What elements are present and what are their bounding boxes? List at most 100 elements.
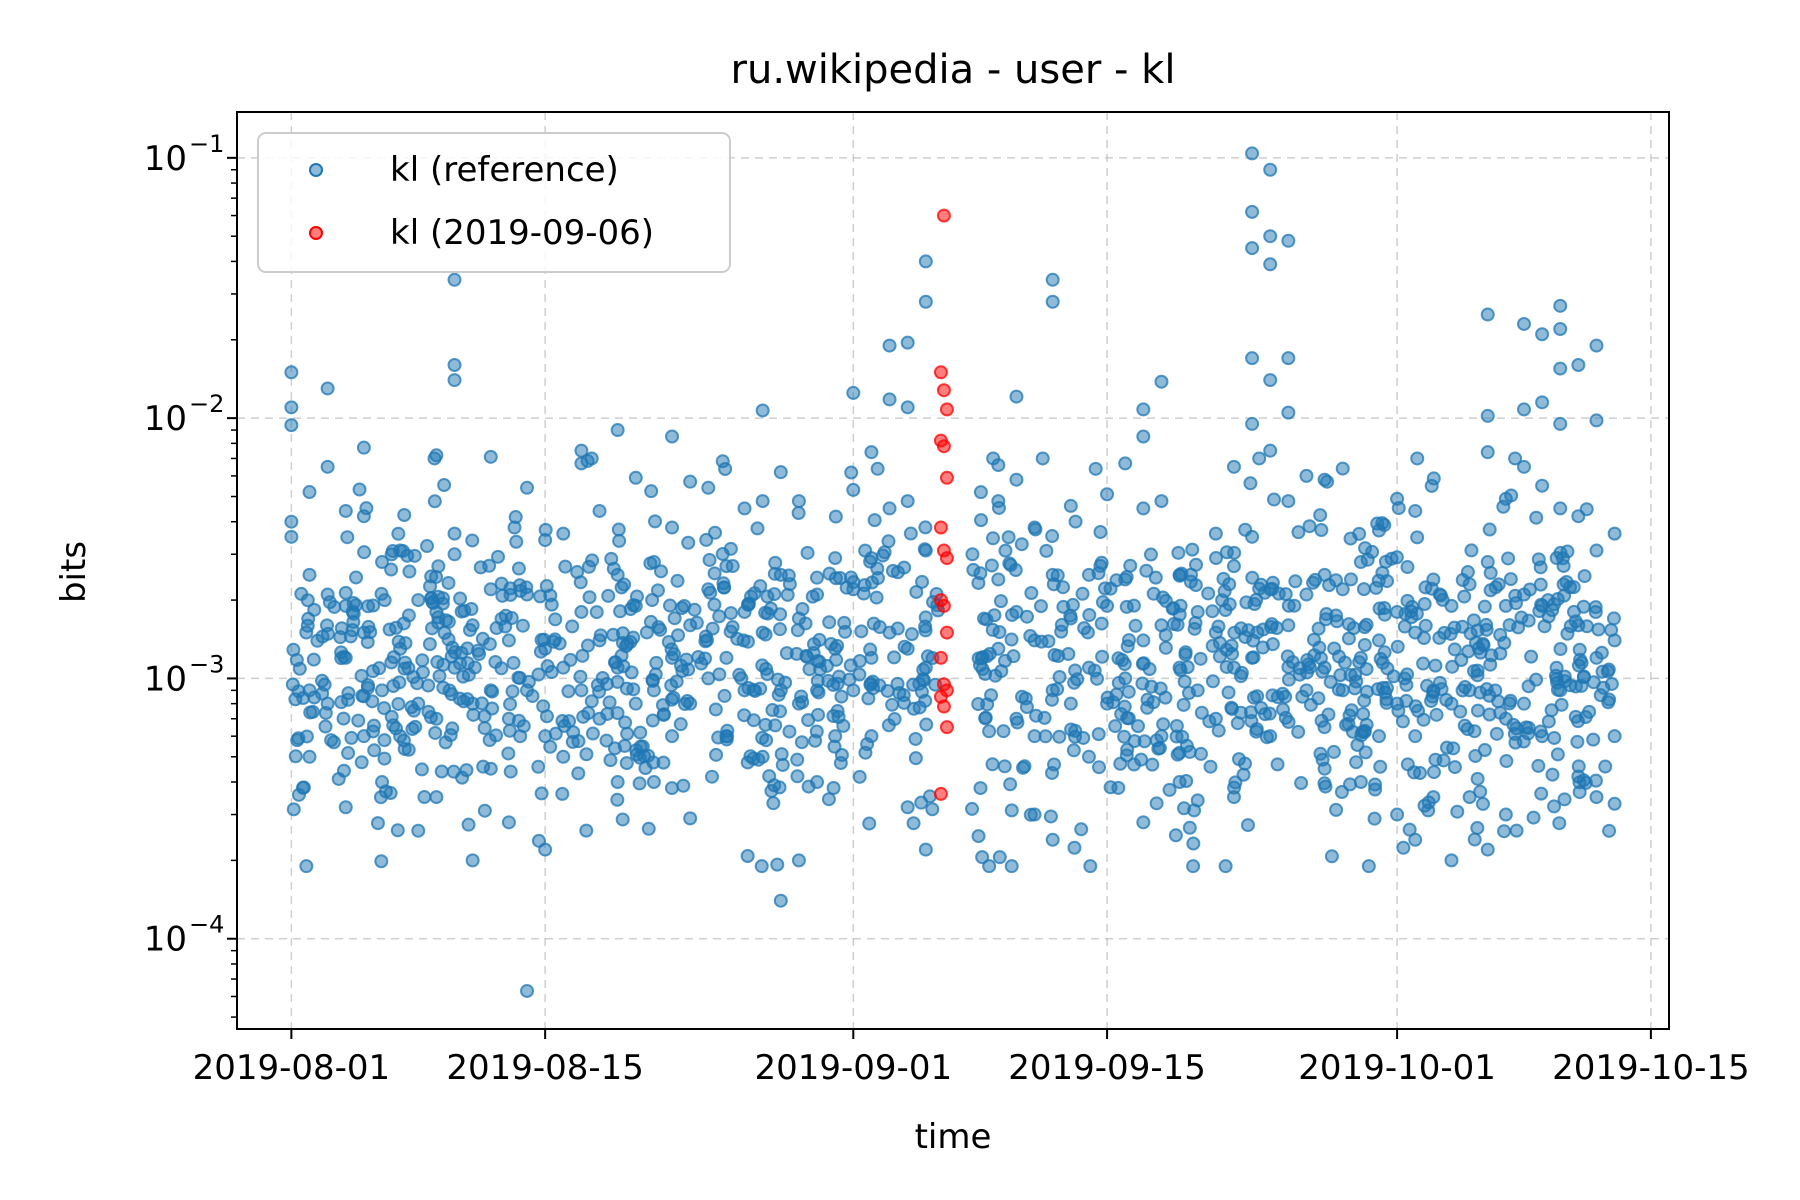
reference-point bbox=[912, 700, 927, 715]
reference-point bbox=[377, 701, 392, 716]
reference-point bbox=[1412, 766, 1427, 781]
reference-point bbox=[447, 547, 462, 562]
reference-point bbox=[790, 752, 805, 767]
reference-point bbox=[1052, 669, 1067, 684]
reference-point bbox=[434, 764, 449, 779]
reference-point bbox=[991, 458, 1006, 473]
reference-point bbox=[1187, 621, 1202, 636]
reference-point bbox=[576, 709, 591, 724]
reference-point bbox=[1249, 724, 1264, 739]
reference-point bbox=[477, 803, 492, 818]
reference-point bbox=[1463, 626, 1478, 641]
reference-point bbox=[1535, 327, 1550, 342]
reference-point bbox=[544, 665, 559, 680]
reference-point bbox=[1128, 618, 1143, 633]
reference-point bbox=[1378, 685, 1393, 700]
reference-point bbox=[831, 710, 846, 725]
reference-point bbox=[336, 763, 351, 778]
reference-point bbox=[1343, 572, 1358, 587]
reference-point bbox=[574, 683, 589, 698]
reference-point bbox=[867, 513, 882, 528]
reference-point bbox=[1377, 601, 1392, 616]
reference-point bbox=[780, 587, 795, 602]
reference-point bbox=[508, 510, 523, 525]
reference-point bbox=[1428, 658, 1443, 673]
reference-point bbox=[1553, 322, 1568, 337]
reference-point bbox=[794, 735, 809, 750]
reference-point bbox=[1357, 637, 1372, 652]
reference-point bbox=[1045, 765, 1060, 780]
reference-point bbox=[356, 440, 371, 455]
reference-point bbox=[397, 507, 412, 522]
reference-point bbox=[730, 631, 745, 646]
reference-point bbox=[628, 598, 643, 613]
reference-point bbox=[1480, 408, 1495, 423]
reference-point bbox=[1212, 649, 1227, 664]
reference-point bbox=[1352, 526, 1367, 541]
reference-point bbox=[300, 618, 315, 633]
reference-point bbox=[1482, 707, 1497, 722]
reference-point bbox=[1190, 604, 1205, 619]
reference-point bbox=[674, 658, 689, 673]
reference-point bbox=[538, 533, 553, 548]
reference-point bbox=[485, 701, 500, 716]
reference-point bbox=[633, 725, 648, 740]
reference-point bbox=[284, 365, 299, 380]
reference-point bbox=[456, 669, 471, 684]
highlight-point bbox=[936, 383, 951, 398]
reference-point bbox=[1514, 610, 1529, 625]
reference-point bbox=[718, 461, 733, 476]
reference-point bbox=[1226, 459, 1241, 474]
reference-point bbox=[556, 660, 571, 675]
reference-point bbox=[437, 625, 452, 640]
reference-point bbox=[887, 712, 902, 727]
reference-point bbox=[1426, 683, 1441, 698]
reference-point bbox=[431, 559, 446, 574]
reference-point bbox=[1314, 522, 1329, 537]
reference-point bbox=[494, 661, 509, 676]
reference-point bbox=[676, 778, 691, 793]
highlight-point bbox=[939, 402, 954, 417]
reference-point bbox=[1082, 608, 1097, 623]
reference-point bbox=[461, 817, 476, 832]
reference-point bbox=[1294, 776, 1309, 791]
reference-point bbox=[1154, 494, 1169, 509]
reference-point bbox=[324, 733, 339, 748]
reference-point bbox=[1571, 769, 1586, 784]
reference-point bbox=[683, 811, 698, 826]
reference-point bbox=[1317, 761, 1332, 776]
reference-point bbox=[392, 675, 407, 690]
reference-point bbox=[1426, 471, 1441, 486]
reference-point bbox=[574, 443, 589, 458]
reference-point bbox=[1444, 853, 1459, 868]
reference-point bbox=[1552, 816, 1567, 831]
reference-point bbox=[414, 762, 429, 777]
reference-point bbox=[719, 729, 734, 744]
reference-point bbox=[775, 757, 790, 772]
reference-point bbox=[1416, 656, 1431, 671]
reference-point bbox=[615, 812, 630, 827]
reference-point bbox=[653, 564, 668, 579]
reference-point bbox=[1211, 723, 1226, 738]
reference-point bbox=[538, 641, 553, 656]
reference-point bbox=[604, 551, 619, 566]
reference-point bbox=[1488, 580, 1503, 595]
reference-point bbox=[1201, 586, 1216, 601]
reference-point bbox=[610, 567, 625, 582]
reference-point bbox=[291, 731, 306, 746]
reference-point bbox=[701, 671, 716, 686]
reference-point bbox=[683, 474, 698, 489]
reference-point bbox=[759, 733, 774, 748]
reference-point bbox=[303, 705, 318, 720]
reference-point bbox=[918, 294, 933, 309]
reference-point bbox=[1299, 468, 1314, 483]
reference-point bbox=[1491, 694, 1506, 709]
reference-point bbox=[505, 684, 520, 699]
reference-point bbox=[441, 575, 456, 590]
reference-point bbox=[885, 697, 900, 712]
reference-point bbox=[897, 560, 912, 575]
reference-point bbox=[354, 668, 369, 683]
reference-point bbox=[903, 526, 918, 541]
reference-point bbox=[828, 571, 843, 586]
reference-point bbox=[302, 567, 317, 582]
